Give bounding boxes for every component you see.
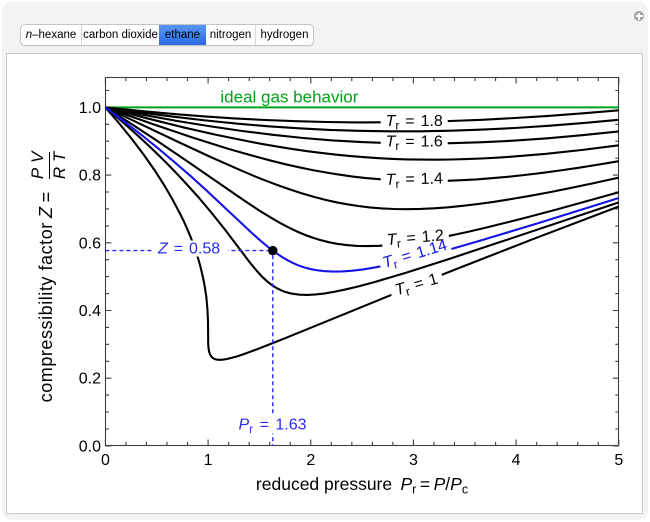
svg-text:Z = 0.58: Z = 0.58	[157, 241, 220, 258]
svg-text:Tr = 1.6: Tr = 1.6	[386, 134, 443, 154]
svg-text:4: 4	[512, 452, 521, 469]
svg-text:5: 5	[614, 452, 623, 469]
svg-text:Tr = 1.2: Tr = 1.2	[386, 227, 445, 251]
svg-text:0.2: 0.2	[79, 371, 101, 388]
svg-text:Tr = 1.8: Tr = 1.8	[386, 113, 443, 133]
svg-text:1.0: 1.0	[79, 100, 101, 117]
svg-text:3: 3	[409, 452, 418, 469]
svg-text:0.6: 0.6	[79, 235, 101, 252]
svg-text:reduced pressure Pr = P/Pc: reduced pressure Pr = P/Pc	[256, 474, 468, 497]
svg-text:0.0: 0.0	[79, 438, 101, 455]
svg-text:0.4: 0.4	[79, 303, 101, 320]
svg-text:0.8: 0.8	[79, 168, 101, 185]
svg-text:Pr = 1.63: Pr = 1.63	[238, 417, 306, 437]
svg-text:Tr = 1.4: Tr = 1.4	[385, 170, 443, 191]
svg-text:1: 1	[204, 452, 213, 469]
svg-text:0: 0	[101, 452, 110, 469]
svg-text:Tr = 1: Tr = 1	[393, 271, 441, 302]
svg-text:2: 2	[306, 452, 315, 469]
svg-text:ideal gas behavior: ideal gas behavior	[220, 88, 358, 107]
